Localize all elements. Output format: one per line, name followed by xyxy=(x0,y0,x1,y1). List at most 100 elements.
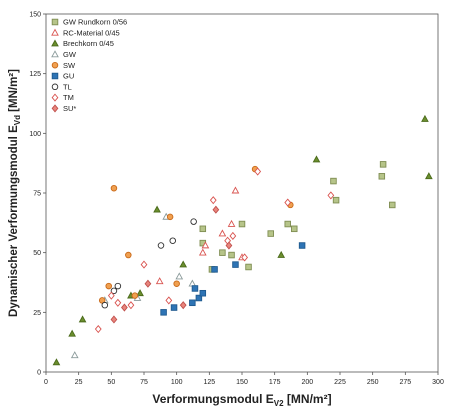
legend-label: SW xyxy=(63,61,76,70)
legend-marker xyxy=(51,61,59,69)
data-point xyxy=(267,230,274,237)
data-point xyxy=(153,205,161,213)
x-axis-title-main: Verformungsmodul E xyxy=(152,392,273,406)
data-point xyxy=(389,201,396,209)
series-group xyxy=(110,205,233,324)
data-point xyxy=(229,231,237,241)
series-group xyxy=(52,114,433,366)
data-point xyxy=(189,299,196,307)
legend-label: GU xyxy=(63,72,74,81)
data-point xyxy=(98,297,106,304)
series-group xyxy=(94,167,335,334)
data-point xyxy=(201,241,210,249)
x-axis-title-subscript: V2 xyxy=(274,399,284,408)
x-tick-label: 25 xyxy=(75,379,83,386)
data-point xyxy=(136,289,144,297)
data-points xyxy=(52,114,433,366)
y-tick-label: 0 xyxy=(37,370,41,377)
y-tick-label: 100 xyxy=(29,131,41,138)
x-tick-label: 75 xyxy=(140,379,148,386)
data-point xyxy=(110,287,118,295)
plot-area xyxy=(45,13,439,373)
x-tick-label: 50 xyxy=(107,379,115,386)
x-tick-label: 200 xyxy=(301,379,313,386)
data-point xyxy=(254,167,262,176)
x-tick-label: 125 xyxy=(203,379,215,386)
x-tick-label: 175 xyxy=(269,379,281,386)
x-tick-label: 300 xyxy=(432,379,444,386)
data-point xyxy=(225,241,233,250)
data-point xyxy=(198,248,207,256)
data-point xyxy=(199,289,207,297)
legend-marker xyxy=(51,18,59,26)
data-point xyxy=(165,296,173,305)
data-point xyxy=(70,351,79,359)
data-point xyxy=(327,191,335,200)
data-point xyxy=(245,263,252,271)
data-point xyxy=(101,301,109,309)
data-point xyxy=(160,309,167,316)
data-point xyxy=(170,304,178,311)
data-point xyxy=(175,272,184,280)
data-point xyxy=(179,301,187,310)
legend-label: GW xyxy=(63,50,77,59)
data-point xyxy=(140,260,148,269)
data-point xyxy=(78,315,87,323)
data-point xyxy=(191,285,199,292)
data-point xyxy=(110,184,118,192)
data-point xyxy=(173,280,180,287)
x-tick-label: 0 xyxy=(44,379,48,386)
data-point xyxy=(157,242,165,249)
series-group xyxy=(155,186,246,285)
y-tick-label: 25 xyxy=(33,310,41,317)
x-tick-label: 100 xyxy=(171,379,183,386)
legend-label: TM xyxy=(63,93,74,102)
data-point xyxy=(155,277,164,285)
data-point xyxy=(227,219,236,227)
data-point xyxy=(284,220,291,228)
data-point xyxy=(131,292,139,299)
data-point xyxy=(277,250,286,258)
data-point xyxy=(291,225,298,233)
legend-label: GW Rundkorn 0/56 xyxy=(63,18,127,27)
data-point xyxy=(169,237,176,244)
data-point xyxy=(114,282,122,290)
legend-marker xyxy=(51,83,59,91)
y-axis-title-subscript: Vd xyxy=(13,115,22,125)
y-tick-label: 150 xyxy=(29,12,41,19)
data-point xyxy=(219,249,226,256)
x-axis-title: Verformungsmodul EV2 [MN/m²] xyxy=(152,392,331,408)
data-point xyxy=(121,303,128,312)
y-axis-title: Dynamischer Verformungsmodul EVd [MN/m²] xyxy=(8,69,22,317)
data-point xyxy=(110,315,118,324)
data-point xyxy=(231,186,240,194)
data-point xyxy=(127,301,135,310)
data-point xyxy=(378,173,386,180)
x-axis: 0 25 50 75 100 125 150 175 200 225 250 275 300 xyxy=(44,372,444,386)
series-group xyxy=(160,242,306,316)
data-point xyxy=(209,196,217,205)
legend-marker xyxy=(51,50,59,58)
y-axis-title-unit: [MN/m²] xyxy=(8,69,20,115)
x-tick-label: 225 xyxy=(334,379,346,386)
legend-label: RC-Material 0/45 xyxy=(63,28,120,37)
data-point xyxy=(284,198,292,207)
data-point xyxy=(228,251,235,259)
data-point xyxy=(312,155,321,163)
x-tick-label: 275 xyxy=(399,379,411,386)
data-point xyxy=(195,294,203,302)
y-tick-label: 50 xyxy=(33,250,41,257)
legend-label: SU* xyxy=(63,104,76,113)
legend-label: TL xyxy=(63,82,72,91)
data-point xyxy=(125,251,132,259)
data-point xyxy=(379,161,387,168)
data-point xyxy=(298,242,306,249)
data-point xyxy=(238,220,246,228)
data-point xyxy=(94,324,102,334)
data-point xyxy=(199,225,207,233)
data-point xyxy=(68,329,76,337)
y-tick-label: 75 xyxy=(33,191,41,198)
legend-marker xyxy=(51,93,59,102)
data-point xyxy=(241,253,248,262)
